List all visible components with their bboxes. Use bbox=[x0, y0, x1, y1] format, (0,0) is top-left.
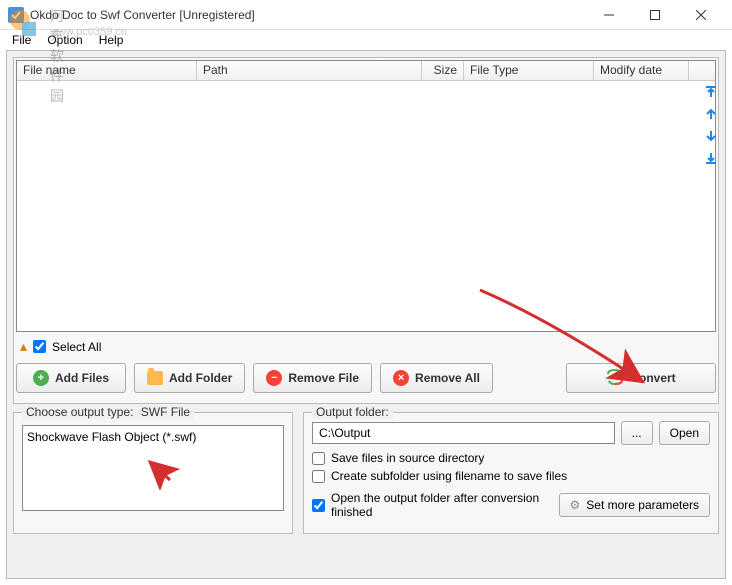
col-filetype[interactable]: File Type bbox=[464, 61, 594, 80]
output-type-title: Choose output type: SWF File bbox=[22, 405, 194, 419]
convert-button[interactable]: Convert bbox=[566, 363, 716, 393]
output-type-group: Choose output type: SWF File Shockwave F… bbox=[13, 412, 293, 534]
move-down-button[interactable] bbox=[703, 128, 719, 144]
title-bar: Okdo Doc to Swf Converter [Unregistered] bbox=[0, 0, 732, 30]
output-folder-row: ... Open bbox=[312, 421, 710, 445]
output-folder-input[interactable] bbox=[312, 422, 615, 444]
open-after-label: Open the output folder after conversion … bbox=[331, 491, 553, 519]
set-more-label: Set more parameters bbox=[586, 498, 699, 512]
window-title: Okdo Doc to Swf Converter [Unregistered] bbox=[30, 8, 586, 22]
remove-all-label: Remove All bbox=[415, 371, 480, 385]
reorder-arrows bbox=[702, 84, 720, 166]
col-size[interactable]: Size bbox=[422, 61, 464, 80]
menu-help[interactable]: Help bbox=[91, 31, 132, 49]
create-subfolder-checkbox[interactable] bbox=[312, 470, 325, 483]
remove-all-button[interactable]: × Remove All bbox=[380, 363, 493, 393]
browse-button[interactable]: ... bbox=[621, 421, 653, 445]
gear-icon: ⚙ bbox=[570, 498, 581, 512]
minus-icon: − bbox=[266, 370, 282, 386]
save-source-checkbox[interactable] bbox=[312, 452, 325, 465]
save-source-label: Save files in source directory bbox=[331, 451, 484, 465]
convert-label: Convert bbox=[630, 371, 675, 385]
minimize-button[interactable] bbox=[586, 0, 632, 30]
select-all-label: Select All bbox=[52, 340, 101, 354]
bottom-section: Choose output type: SWF File Shockwave F… bbox=[13, 404, 719, 534]
remove-file-button[interactable]: − Remove File bbox=[253, 363, 372, 393]
expand-icon[interactable]: ▴ bbox=[20, 338, 27, 355]
output-type-list[interactable]: Shockwave Flash Object (*.swf) bbox=[22, 425, 284, 511]
app-icon bbox=[8, 7, 24, 23]
menu-file[interactable]: File bbox=[4, 31, 39, 49]
file-list-section: File name Path Size File Type Modify dat… bbox=[13, 57, 719, 404]
plus-icon: + bbox=[33, 370, 49, 386]
output-type-current: SWF File bbox=[141, 405, 190, 419]
file-table: File name Path Size File Type Modify dat… bbox=[16, 60, 716, 332]
set-more-parameters-button[interactable]: ⚙ Set more parameters bbox=[559, 493, 710, 517]
remove-file-label: Remove File bbox=[288, 371, 359, 385]
output-folder-title: Output folder: bbox=[312, 405, 393, 419]
create-subfolder-row: Create subfolder using filename to save … bbox=[312, 469, 710, 483]
convert-icon bbox=[606, 369, 624, 388]
folder-icon bbox=[147, 371, 163, 385]
menu-bar: File Option Help bbox=[0, 30, 732, 50]
col-filename[interactable]: File name bbox=[17, 61, 197, 80]
col-scrollspace bbox=[689, 61, 715, 80]
select-all-checkbox[interactable] bbox=[33, 340, 46, 353]
action-button-row: + Add Files Add Folder − Remove File × R… bbox=[16, 361, 716, 401]
maximize-button[interactable] bbox=[632, 0, 678, 30]
select-all-row: ▴ Select All bbox=[16, 332, 716, 361]
add-folder-label: Add Folder bbox=[169, 371, 232, 385]
add-folder-button[interactable]: Add Folder bbox=[134, 363, 245, 393]
move-bottom-button[interactable] bbox=[703, 150, 719, 166]
open-after-row: Open the output folder after conversion … bbox=[312, 491, 553, 519]
add-files-label: Add Files bbox=[55, 371, 109, 385]
file-table-header: File name Path Size File Type Modify dat… bbox=[17, 61, 715, 81]
menu-option[interactable]: Option bbox=[39, 31, 90, 49]
create-subfolder-label: Create subfolder using filename to save … bbox=[331, 469, 567, 483]
open-after-checkbox[interactable] bbox=[312, 499, 325, 512]
col-modifydate[interactable]: Modify date bbox=[594, 61, 689, 80]
main-panel: File name Path Size File Type Modify dat… bbox=[6, 50, 726, 579]
move-top-button[interactable] bbox=[703, 84, 719, 100]
save-source-row: Save files in source directory bbox=[312, 451, 710, 465]
open-folder-button[interactable]: Open bbox=[659, 421, 710, 445]
close-button[interactable] bbox=[678, 0, 724, 30]
file-table-body[interactable] bbox=[17, 81, 715, 331]
move-up-button[interactable] bbox=[703, 106, 719, 122]
output-folder-group: Output folder: ... Open Save files in so… bbox=[303, 412, 719, 534]
add-files-button[interactable]: + Add Files bbox=[16, 363, 126, 393]
x-icon: × bbox=[393, 370, 409, 386]
col-path[interactable]: Path bbox=[197, 61, 422, 80]
output-type-option[interactable]: Shockwave Flash Object (*.swf) bbox=[27, 430, 279, 444]
